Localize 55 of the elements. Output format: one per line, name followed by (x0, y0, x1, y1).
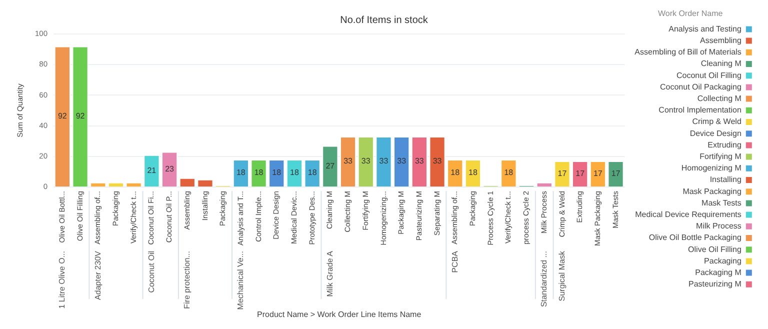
data-label: 18 (468, 168, 478, 178)
legend-label: Analysis and Testing (668, 24, 742, 34)
legend-label: Coconut Oil Filling (676, 70, 742, 80)
text: Fire protection... (182, 251, 192, 309)
data-label: 18 (504, 168, 514, 178)
legend-label: Collecting M (697, 94, 742, 104)
legend-label: Installing (710, 175, 742, 184)
data-label: 33 (344, 156, 354, 166)
text: Milk Grade A (325, 250, 334, 297)
legend-label: Assembling of Bill of Materials (634, 48, 742, 57)
data-label: 17 (576, 168, 586, 178)
legend-label: Olive Oil Filling (688, 244, 742, 254)
legend-label: Olive Oil Bottle Packaging (648, 233, 742, 242)
legend-label: Extruding (708, 140, 742, 150)
text: PCBA (450, 250, 460, 273)
data-label: 21 (147, 166, 157, 175)
data-label: 17 (593, 168, 603, 178)
data-label: 17 (611, 168, 621, 178)
legend-label: Crimp & Weld (692, 117, 742, 126)
legend-label: Packaging (704, 256, 742, 266)
data-label: 33 (379, 156, 389, 166)
legend-label: Coconut Oil Packaging (660, 82, 742, 92)
legend-label: Medical Device Requirements (635, 210, 742, 220)
data-label: 33 (361, 156, 371, 166)
legend-label: Control Implementation (658, 106, 742, 115)
legend-label: Cleaning M (700, 59, 742, 68)
data-label: 92 (76, 112, 86, 121)
text: Surgical Mask (557, 250, 566, 302)
text: Mechanical Ve... (236, 251, 246, 310)
legend-label: Fortifying M (700, 152, 742, 162)
data-label: 92 (58, 112, 68, 121)
data-label: 33 (432, 156, 442, 166)
data-label: 18 (236, 168, 246, 178)
text: Adapter 230V (93, 250, 102, 300)
data-label: 18 (308, 168, 318, 178)
data-label: 18 (290, 168, 300, 178)
legend-label: Pasteurizing M (688, 280, 742, 289)
legend-label: Homogenizing M (681, 164, 742, 173)
legend-label: Packaging M (695, 268, 742, 278)
data-label: 23 (165, 164, 175, 174)
text: Coconut Oil (146, 250, 156, 293)
legend-label: Device Design (690, 128, 742, 138)
data-label: 33 (397, 156, 407, 166)
text: Standardized ... (540, 251, 549, 308)
data-label: 18 (254, 168, 264, 178)
data-label: 27 (326, 161, 336, 170)
data-label: 18 (272, 168, 282, 178)
text: Product Name > Work Order Line Items Name (257, 310, 422, 320)
data-label: 17 (558, 168, 568, 178)
data-label: 18 (450, 168, 460, 178)
data-label: 33 (414, 156, 424, 166)
legend-label: Assembling (700, 36, 742, 46)
chart-title: No.of Items in stock (340, 14, 429, 26)
text: 1 Litre Olive O... (58, 251, 67, 309)
legend-title: Work Order Name (658, 9, 724, 18)
